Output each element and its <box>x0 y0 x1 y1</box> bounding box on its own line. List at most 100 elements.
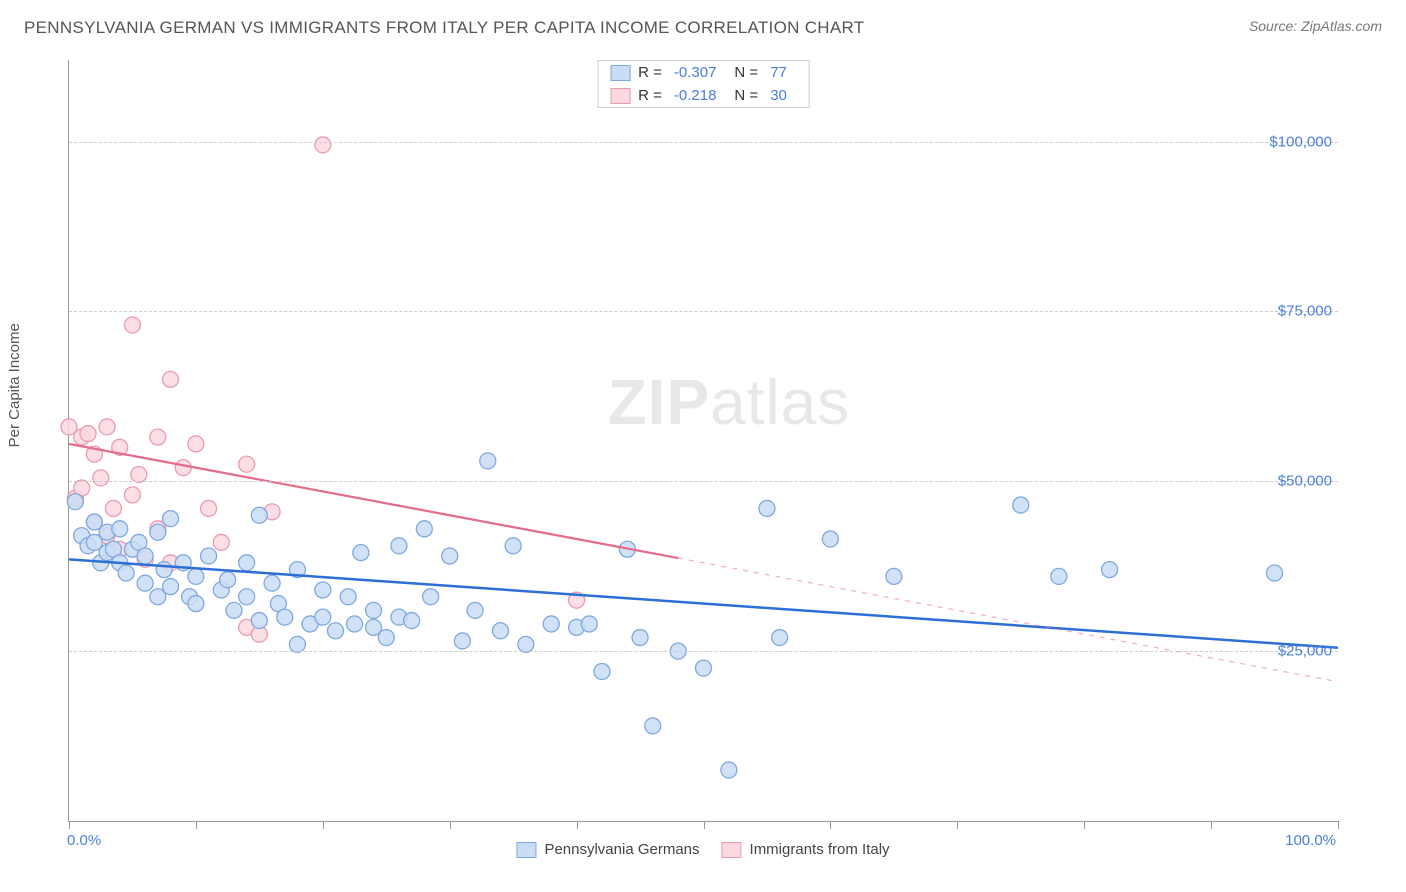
r-label: R = <box>638 64 662 81</box>
data-point <box>759 500 775 516</box>
y-tick-label: $50,000 <box>1278 473 1332 490</box>
data-point <box>239 456 255 472</box>
header: PENNSYLVANIA GERMAN VS IMMIGRANTS FROM I… <box>0 0 1406 48</box>
data-point <box>366 602 382 618</box>
data-point <box>175 460 191 476</box>
data-point <box>327 623 343 639</box>
data-point <box>201 548 217 564</box>
data-point <box>163 579 179 595</box>
data-point <box>353 545 369 561</box>
y-tick-label: $75,000 <box>1278 303 1332 320</box>
x-tick <box>957 821 958 829</box>
data-point <box>721 762 737 778</box>
r-value: -0.307 <box>674 64 717 81</box>
data-point <box>99 419 115 435</box>
data-point <box>93 470 109 486</box>
data-point <box>315 582 331 598</box>
data-point <box>156 562 172 578</box>
x-tick <box>450 821 451 829</box>
data-point <box>378 630 394 646</box>
n-label: N = <box>734 87 758 104</box>
data-point <box>454 633 470 649</box>
data-point <box>315 609 331 625</box>
legend-stat-row: R = -0.307 N = 77 <box>598 61 809 84</box>
data-point <box>251 613 267 629</box>
x-tick <box>830 821 831 829</box>
data-point <box>289 636 305 652</box>
chart-area: Per Capita Income ZIPatlas R =-0.307N =7… <box>24 60 1382 872</box>
data-point <box>480 453 496 469</box>
n-value: 30 <box>770 87 787 104</box>
source-label: Source: ZipAtlas.com <box>1249 18 1382 34</box>
data-point <box>416 521 432 537</box>
data-point <box>239 589 255 605</box>
scatter-svg <box>69 60 1338 821</box>
data-point <box>226 602 242 618</box>
data-point <box>131 466 147 482</box>
data-point <box>492 623 508 639</box>
n-value: 77 <box>770 64 787 81</box>
data-point <box>581 616 597 632</box>
data-point <box>467 602 483 618</box>
x-tick-label: 0.0% <box>67 832 101 849</box>
data-point <box>124 487 140 503</box>
gridline <box>69 651 1338 652</box>
data-point <box>1013 497 1029 513</box>
x-tick <box>1338 821 1339 829</box>
data-point <box>772 630 788 646</box>
data-point <box>442 548 458 564</box>
data-point <box>137 575 153 591</box>
data-point <box>594 664 610 680</box>
data-point <box>315 137 331 153</box>
data-point <box>112 521 128 537</box>
data-point <box>645 718 661 734</box>
plot-area: ZIPatlas R =-0.307N =77R =-0.218N =30 $2… <box>68 60 1338 822</box>
legend-swatch <box>610 88 630 104</box>
data-point <box>80 426 96 442</box>
legend-series: Pennsylvania Germans Immigrants from Ital… <box>516 841 889 858</box>
legend-series-item: Immigrants from Italy <box>722 841 890 858</box>
x-tick <box>1211 821 1212 829</box>
legend-swatch <box>722 842 742 858</box>
data-point <box>1267 565 1283 581</box>
trend-line-extrapolated <box>678 558 1338 682</box>
gridline <box>69 142 1338 143</box>
data-point <box>277 609 293 625</box>
data-point <box>124 317 140 333</box>
data-point <box>423 589 439 605</box>
data-point <box>220 572 236 588</box>
data-point <box>188 436 204 452</box>
data-point <box>163 371 179 387</box>
x-tick <box>1084 821 1085 829</box>
data-point <box>632 630 648 646</box>
legend-swatch <box>610 65 630 81</box>
x-tick <box>323 821 324 829</box>
trend-line <box>69 444 678 558</box>
data-point <box>105 500 121 516</box>
data-point <box>347 616 363 632</box>
y-axis-label: Per Capita Income <box>6 323 23 447</box>
data-point <box>822 531 838 547</box>
r-label: R = <box>638 87 662 104</box>
data-point <box>886 568 902 584</box>
legend-series-item: Pennsylvania Germans <box>516 841 699 858</box>
chart-title: PENNSYLVANIA GERMAN VS IMMIGRANTS FROM I… <box>24 18 864 38</box>
data-point <box>239 555 255 571</box>
data-point <box>150 429 166 445</box>
gridline <box>69 311 1338 312</box>
x-tick <box>69 821 70 829</box>
legend-series-label: Pennsylvania Germans <box>544 841 699 858</box>
data-point <box>163 511 179 527</box>
gridline <box>69 481 1338 482</box>
data-point <box>188 568 204 584</box>
x-tick-label: 100.0% <box>1285 832 1336 849</box>
data-point <box>391 538 407 554</box>
data-point <box>137 548 153 564</box>
data-point <box>340 589 356 605</box>
data-point <box>118 565 134 581</box>
n-label: N = <box>734 64 758 81</box>
legend-stat-row: R = -0.218 N = 30 <box>598 84 809 107</box>
data-point <box>150 524 166 540</box>
x-tick <box>704 821 705 829</box>
r-value: -0.218 <box>674 87 717 104</box>
